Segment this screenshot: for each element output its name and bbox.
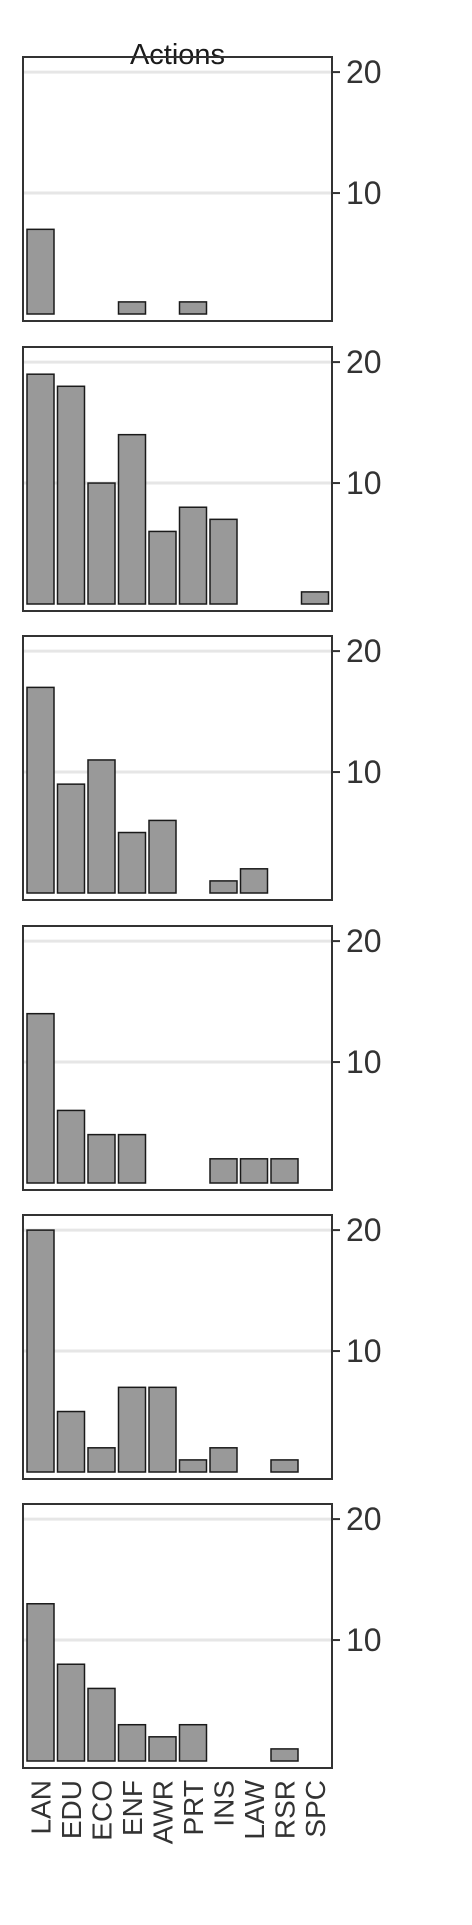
- bar-edu: [56, 1109, 86, 1184]
- y-tick-label: 20: [346, 1212, 382, 1248]
- panel-border: [22, 346, 333, 612]
- bar-prt: [178, 301, 208, 315]
- y-tick-label: 20: [346, 54, 382, 90]
- bar-enf: [117, 1133, 147, 1184]
- bar-enf: [117, 831, 147, 894]
- bar-eco: [87, 759, 116, 894]
- bar-lan: [26, 686, 55, 894]
- panel-border: [22, 1214, 333, 1480]
- panel-border: [22, 635, 333, 901]
- facet-panel-4: 10 20: [22, 923, 382, 1191]
- x-axis-group: LAN EDU ECO ENF AWR PRT INS LAW RSR SPC: [26, 1779, 332, 1844]
- x-category-label-lan: LAN: [26, 1780, 57, 1834]
- bar-prt: [178, 506, 208, 605]
- x-category-label-edu: EDU: [56, 1780, 87, 1839]
- x-category-label-awr: AWR: [148, 1780, 179, 1844]
- x-category-label-law: LAW: [239, 1779, 270, 1839]
- bar-lan: [26, 1603, 55, 1762]
- bar-enf: [117, 433, 147, 605]
- facet-panel-2: 10 20: [22, 344, 382, 612]
- chart-title-group: Actions: [130, 39, 225, 71]
- bar-edu: [56, 1410, 86, 1473]
- y-tick-label: 10: [346, 175, 382, 211]
- x-category-label-enf: ENF: [117, 1780, 148, 1836]
- panels-group: 10 20 10 20 10 20 10 20 10 20 10 20: [22, 54, 382, 1769]
- bar-enf: [117, 301, 147, 315]
- y-tick-label: 20: [346, 1501, 382, 1537]
- bar-lan: [26, 373, 55, 605]
- x-category-label-ins: INS: [209, 1780, 240, 1827]
- bar-ins: [209, 1447, 238, 1473]
- y-tick-label: 10: [346, 465, 382, 501]
- bar-awr: [148, 819, 177, 894]
- x-category-label-prt: PRT: [178, 1780, 209, 1836]
- x-category-label-eco: ECO: [87, 1780, 118, 1841]
- facet-panel-1: 10 20: [22, 54, 382, 322]
- bar-lan: [26, 228, 55, 315]
- bar-prt: [178, 1723, 208, 1762]
- y-tick-label: 20: [346, 344, 382, 380]
- panel-border: [22, 1503, 333, 1769]
- facet-panel-5: 10 20: [22, 1212, 382, 1480]
- bar-edu: [56, 1663, 86, 1762]
- bar-eco: [87, 1687, 116, 1762]
- bar-rsr: [270, 1459, 299, 1473]
- bar-law: [239, 868, 269, 894]
- bar-eco: [87, 1447, 116, 1473]
- y-tick-label: 10: [346, 754, 382, 790]
- bar-lan: [26, 1229, 55, 1473]
- panel-border: [22, 925, 333, 1191]
- panel-border: [22, 56, 333, 322]
- facet-panel-6: 10 20: [22, 1501, 382, 1769]
- bar-prt: [178, 1459, 208, 1473]
- bar-rsr: [270, 1158, 299, 1184]
- y-tick-label: 10: [346, 1622, 382, 1658]
- bar-eco: [87, 482, 116, 605]
- y-tick-label: 10: [346, 1044, 382, 1080]
- bar-enf: [117, 1723, 147, 1762]
- bar-edu: [56, 783, 86, 894]
- bar-rsr: [270, 1748, 299, 1762]
- bar-awr: [148, 530, 177, 605]
- y-tick-label: 20: [346, 633, 382, 669]
- bar-spc: [300, 591, 330, 605]
- bar-awr: [148, 1386, 177, 1473]
- bar-ins: [209, 880, 238, 894]
- bar-ins: [209, 518, 238, 605]
- bar-law: [239, 1158, 269, 1184]
- y-tick-label: 20: [346, 923, 382, 959]
- bar-edu: [56, 385, 86, 605]
- x-category-label-rsr: RSR: [270, 1780, 301, 1839]
- bar-lan: [26, 1012, 55, 1184]
- y-tick-label: 10: [346, 1333, 382, 1369]
- bar-awr: [148, 1736, 177, 1762]
- x-category-label-spc: SPC: [300, 1780, 331, 1838]
- facet-panel-3: 10 20: [22, 633, 382, 901]
- bar-ins: [209, 1158, 238, 1184]
- chart-title: Actions: [130, 39, 225, 71]
- bar-eco: [87, 1133, 116, 1184]
- bar-enf: [117, 1386, 147, 1473]
